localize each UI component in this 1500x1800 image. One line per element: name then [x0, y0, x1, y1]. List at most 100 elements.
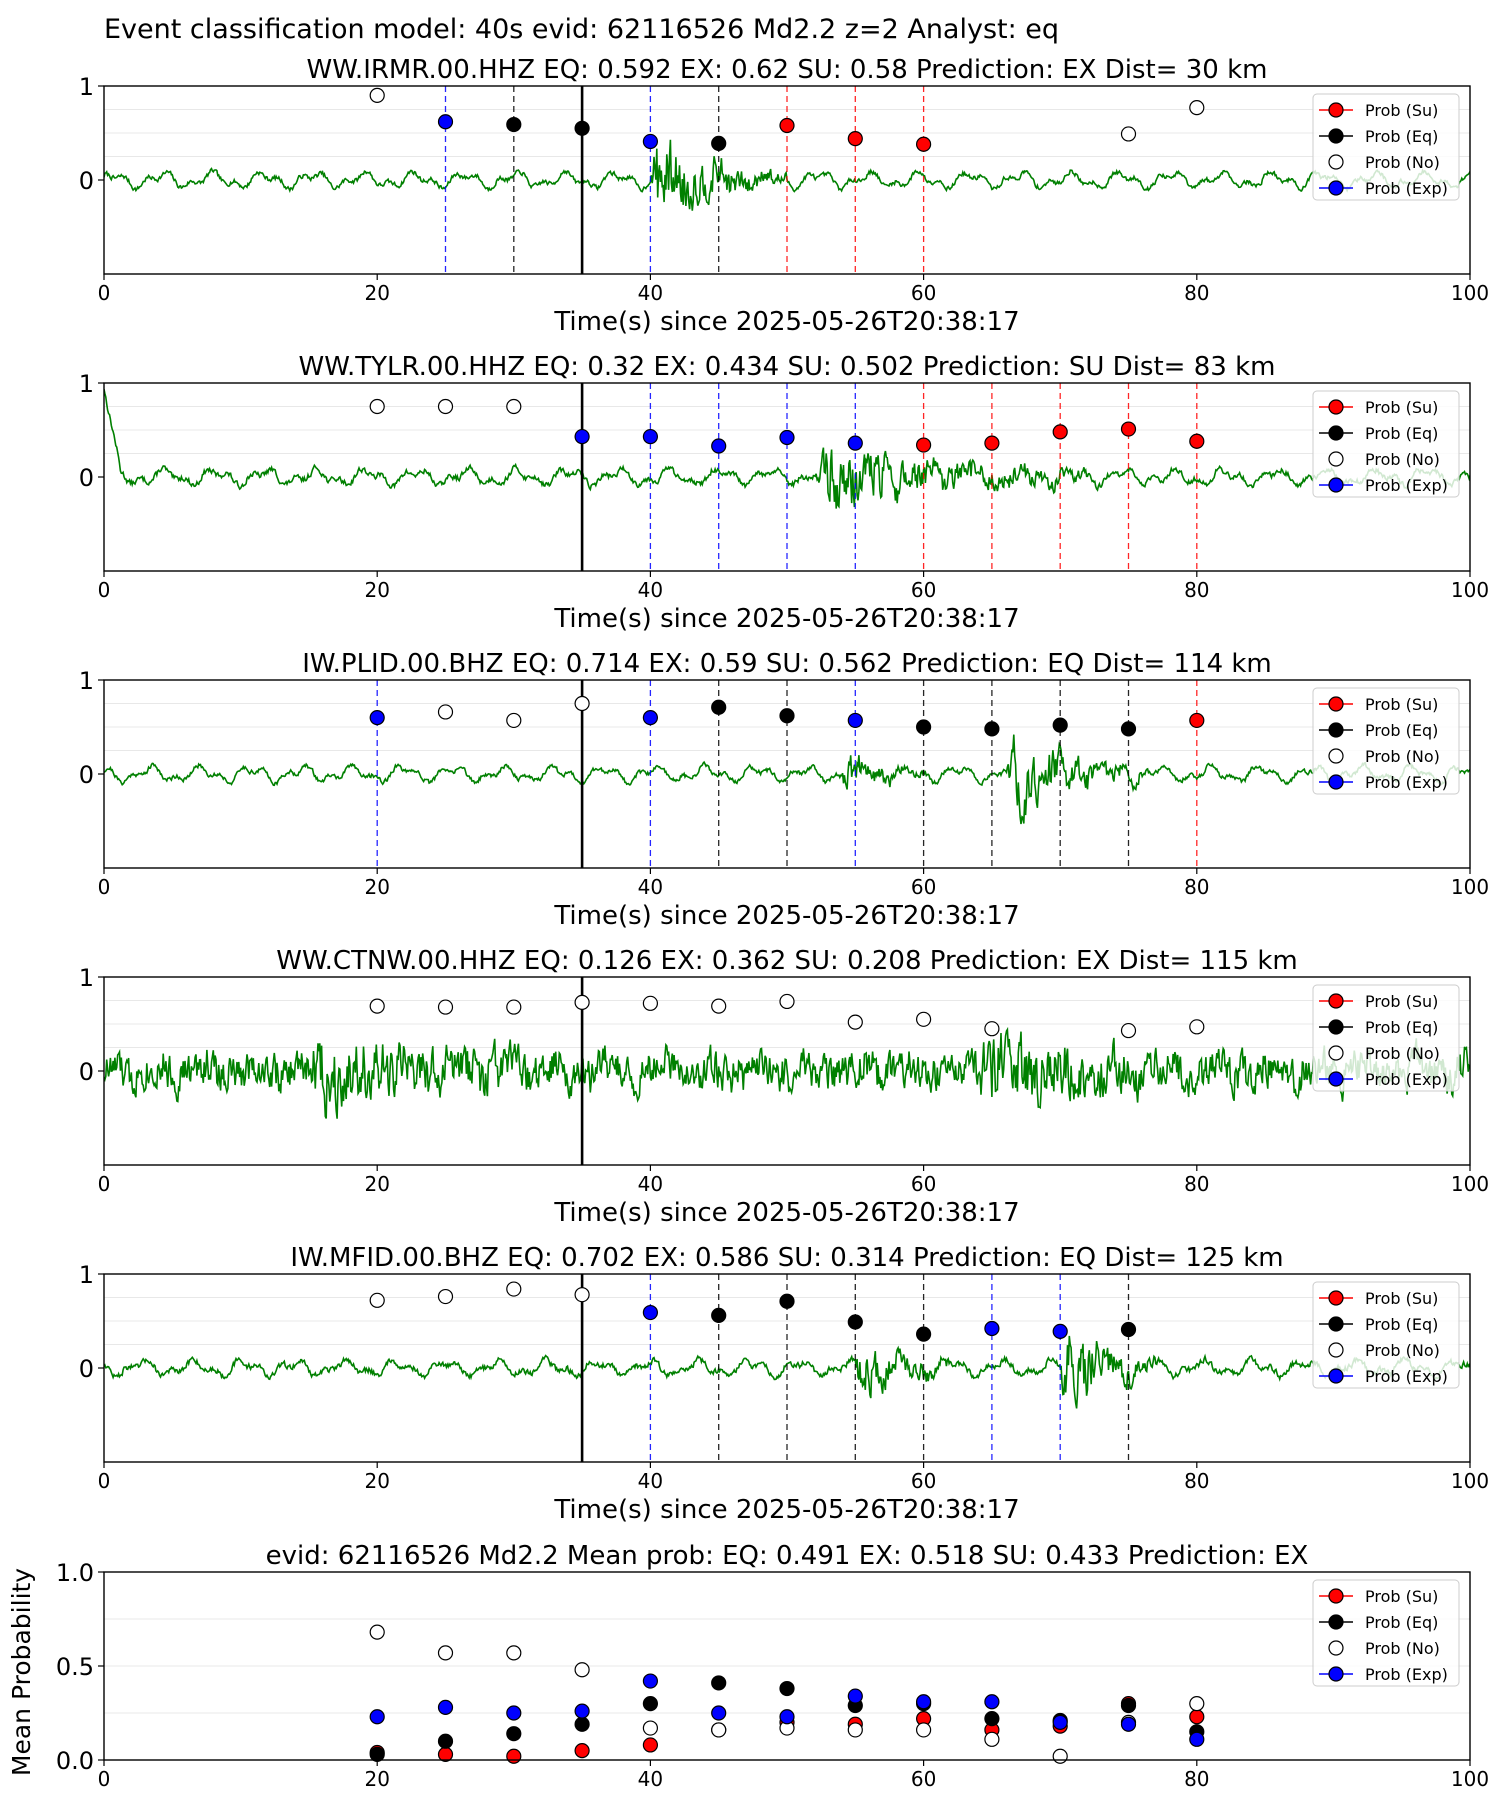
x-tick-label: 40 — [638, 1469, 663, 1493]
mean-point-eq — [711, 1675, 727, 1691]
prob-point-su — [1189, 712, 1205, 729]
x-axis-label: Time(s) since 2025-05-26T20:38:17 — [553, 1198, 1019, 1228]
panel-4: WW.CTNW.00.HHZ EQ: 0.126 EX: 0.362 SU: 0… — [79, 946, 1489, 1228]
legend: Prob (Su) Prob (Eq) Prob (No) Prob (Exp) — [1312, 1579, 1460, 1687]
prob-point-su — [1052, 424, 1068, 440]
x-tick-label: 100 — [1451, 1469, 1489, 1493]
mean-point-no — [711, 1722, 727, 1738]
prob-point-no — [369, 398, 385, 415]
prob-point-eq — [711, 1307, 727, 1323]
x-tick-label: 100 — [1451, 1172, 1489, 1196]
legend-label: Prob (Exp) — [1365, 476, 1448, 495]
prob-point-eq — [574, 120, 590, 136]
legend-box — [1312, 390, 1460, 498]
prob-point-exp — [369, 709, 385, 726]
y-tick-label: 1 — [79, 370, 94, 398]
prob-point-eq — [779, 708, 795, 724]
y-tick-label: 0 — [79, 464, 94, 492]
prob-point-no — [574, 695, 590, 712]
prob-point-no — [984, 1021, 1000, 1037]
legend-marker-eq — [1328, 722, 1344, 738]
legend-label: Prob (Eq) — [1365, 424, 1438, 443]
plot-area — [104, 383, 1470, 571]
legend-label: Prob (Su) — [1365, 398, 1438, 417]
panel-5: IW.MFID.00.BHZ EQ: 0.702 EX: 0.586 SU: 0… — [79, 1243, 1489, 1525]
y-tick-label: 0 — [79, 1355, 94, 1383]
mean-point-eq — [369, 1746, 385, 1762]
mean-point-eq — [574, 1716, 590, 1732]
waveform-trace — [104, 1026, 1470, 1119]
mean-point-su — [1189, 1709, 1205, 1725]
legend-label: Prob (Eq) — [1365, 127, 1438, 146]
prob-point-no — [1120, 126, 1137, 142]
prob-point-no — [1120, 1022, 1137, 1039]
legend-label: Prob (Eq) — [1365, 721, 1438, 740]
mean-point-eq — [779, 1680, 795, 1697]
legend-marker-exp — [1328, 180, 1344, 196]
x-axis-label: Time(s) since 2025-05-26T20:38:17 — [553, 604, 1019, 634]
x-tick-label: 80 — [1184, 875, 1209, 899]
legend-marker-eq — [1328, 128, 1344, 144]
waveform-trace — [104, 734, 1470, 825]
prob-point-su — [915, 437, 932, 453]
x-tick-label: 20 — [364, 578, 389, 602]
x-tick-label: 0 — [98, 578, 111, 602]
prob-point-no — [437, 398, 454, 415]
legend-label: Prob (No) — [1365, 1044, 1440, 1063]
x-tick-label: 40 — [638, 281, 663, 305]
legend: Prob (Su) Prob (Eq) Prob (No) Prob (Exp) — [1312, 687, 1460, 795]
panel-title: WW.CTNW.00.HHZ EQ: 0.126 EX: 0.362 SU: 0… — [276, 946, 1298, 976]
mean-point-no — [984, 1731, 1000, 1747]
prob-point-no — [437, 704, 454, 720]
prob-point-exp — [642, 428, 659, 445]
legend-marker-no — [1328, 748, 1344, 764]
mean-point-no — [1052, 1748, 1068, 1764]
legend: Prob (Su) Prob (Eq) Prob (No) Prob (Exp) — [1312, 390, 1460, 498]
y-tick-label: 1 — [79, 964, 94, 992]
prob-point-eq — [1052, 717, 1068, 733]
legend-label: Prob (Su) — [1365, 1289, 1438, 1308]
prob-point-exp — [984, 1320, 1000, 1337]
x-tick-label: 0 — [98, 281, 111, 305]
legend-label: Prob (Exp) — [1365, 1070, 1448, 1089]
x-tick-label: 40 — [638, 875, 663, 899]
mean-point-no — [1189, 1695, 1205, 1712]
mean-point-exp — [711, 1705, 727, 1721]
x-tick-label: 60 — [911, 281, 936, 305]
x-tick-label: 100 — [1451, 578, 1489, 602]
legend-label: Prob (Eq) — [1365, 1613, 1438, 1632]
legend-box — [1312, 1579, 1460, 1687]
prob-point-exp — [711, 438, 727, 454]
mean-point-eq — [984, 1711, 1000, 1727]
legend-marker-eq — [1328, 1614, 1344, 1630]
mean-point-exp — [437, 1699, 454, 1715]
prob-point-no — [915, 1011, 932, 1027]
legend-label: Prob (Exp) — [1365, 773, 1448, 792]
prob-point-su — [1189, 433, 1205, 449]
panel-title: WW.TYLR.00.HHZ EQ: 0.32 EX: 0.434 SU: 0.… — [299, 352, 1276, 382]
legend-marker-exp — [1328, 1071, 1344, 1087]
panel-title: IW.PLID.00.BHZ EQ: 0.714 EX: 0.59 SU: 0.… — [302, 649, 1272, 679]
prob-point-eq — [1120, 721, 1137, 737]
legend-label: Prob (Su) — [1365, 695, 1438, 714]
mean-point-su — [506, 1748, 522, 1764]
panel-title: evid: 62116526 Md2.2 Mean prob: EQ: 0.49… — [266, 1541, 1309, 1571]
mean-point-no — [642, 1720, 659, 1736]
legend-box — [1312, 1281, 1460, 1389]
panel-3: IW.PLID.00.BHZ EQ: 0.714 EX: 0.59 SU: 0.… — [79, 649, 1489, 931]
x-tick-label: 0 — [98, 875, 111, 899]
x-tick-label: 100 — [1451, 1767, 1489, 1791]
prob-point-exp — [642, 133, 659, 150]
x-tick-label: 60 — [911, 1172, 936, 1196]
mean-point-su — [437, 1746, 454, 1762]
mean-point-eq — [642, 1695, 659, 1712]
prob-point-no — [506, 1281, 522, 1297]
prob-point-exp — [847, 712, 863, 729]
x-tick-label: 60 — [911, 578, 936, 602]
legend-label: Prob (No) — [1365, 747, 1440, 766]
legend-marker-su — [1328, 399, 1344, 415]
mean-point-exp — [369, 1709, 385, 1725]
x-tick-label: 0 — [98, 1469, 111, 1493]
plot-area — [104, 86, 1470, 274]
